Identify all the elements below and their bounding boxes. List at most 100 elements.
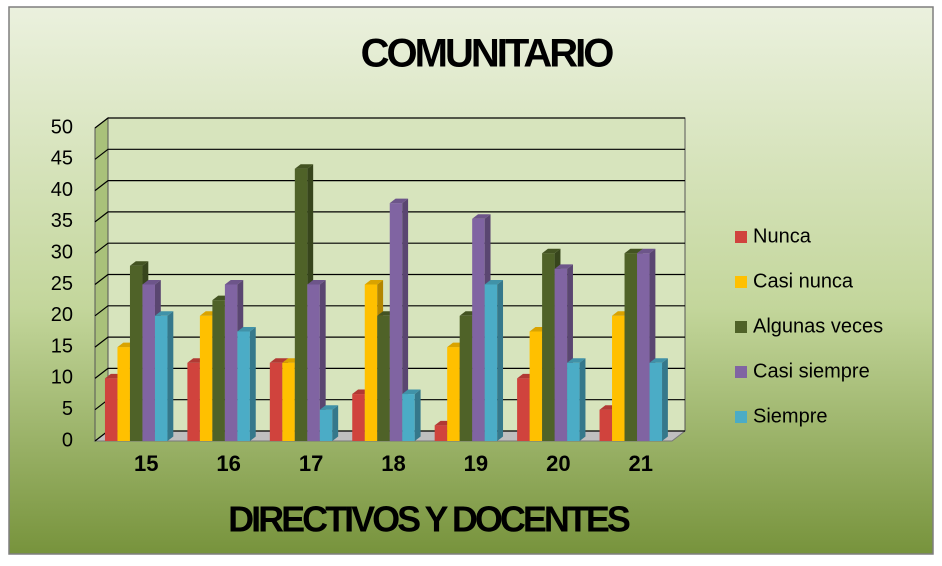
bar-front <box>104 378 118 441</box>
bar-front <box>472 218 485 441</box>
grid-line <box>94 242 685 254</box>
bar-top <box>637 248 656 254</box>
bar-front <box>187 362 200 441</box>
bar-side <box>497 280 504 441</box>
bar <box>154 311 174 441</box>
bar-front <box>142 284 155 441</box>
bar <box>307 280 326 441</box>
bar-front <box>554 268 568 441</box>
bar-front <box>352 394 365 441</box>
bar-front <box>649 362 663 441</box>
bar-top <box>649 358 668 363</box>
bar-top <box>237 326 256 332</box>
x-tick-label: 15 <box>134 451 158 476</box>
legend-label: Casi nunca <box>753 270 854 292</box>
legend-label: Nunca <box>753 225 812 247</box>
bar-front <box>542 253 555 441</box>
x-tick-label: 19 <box>464 451 488 476</box>
bar-front <box>237 331 250 441</box>
plot-area <box>93 116 687 443</box>
y-tick-label: 35 <box>51 210 73 232</box>
bar <box>484 280 504 441</box>
y-tick-label: 25 <box>51 273 73 295</box>
legend-label: Casi siempre <box>753 360 870 382</box>
y-tick-label: 10 <box>51 367 73 389</box>
bar-front <box>389 203 403 441</box>
bar-side <box>167 311 174 441</box>
bar <box>237 326 256 441</box>
bar-side <box>414 389 421 441</box>
bar-top <box>319 405 339 410</box>
bar-front <box>154 315 168 441</box>
x-axis-title: DIRECTIVOS Y DOCENTES <box>228 499 630 540</box>
bar-top <box>554 264 573 269</box>
chart-title: COMUNITARIO <box>361 32 614 76</box>
bar <box>389 198 409 441</box>
legend-swatch <box>735 411 747 423</box>
x-tick-label: 18 <box>381 451 405 476</box>
bar-front <box>459 315 473 441</box>
grid-line <box>94 273 685 285</box>
bar-front <box>599 409 613 441</box>
bar <box>649 358 668 441</box>
bar-top <box>129 261 149 266</box>
bar-top <box>484 280 504 285</box>
bar-top <box>402 389 421 395</box>
y-tick-label: 0 <box>62 429 73 451</box>
bar-front <box>612 315 625 441</box>
legend-swatch <box>735 276 747 288</box>
bar-side <box>332 405 339 441</box>
y-tick-label: 20 <box>51 304 73 326</box>
bar-front <box>484 284 498 441</box>
y-tick-label: 30 <box>51 241 73 263</box>
bar-front <box>117 347 130 441</box>
bar-top <box>224 280 244 285</box>
bar-front <box>307 284 320 441</box>
bar <box>319 405 339 441</box>
bar-front <box>637 253 650 441</box>
bar-front <box>447 347 460 441</box>
bar-side <box>402 198 409 441</box>
bar-front <box>282 362 295 441</box>
bar-top <box>542 248 561 254</box>
bar-front <box>624 253 638 441</box>
bar-side <box>249 326 256 441</box>
bar-front <box>529 331 543 441</box>
x-tick-label: 16 <box>216 451 240 476</box>
grid-line <box>94 211 685 223</box>
bar <box>567 358 586 441</box>
bar-front <box>402 394 415 441</box>
bar-top <box>624 248 643 254</box>
x-tick-label: 17 <box>299 451 323 476</box>
bar-top <box>567 358 586 363</box>
bar-top <box>389 198 409 204</box>
bar-top <box>364 280 384 285</box>
bar-front <box>129 265 143 441</box>
bar-side <box>579 358 586 441</box>
y-tick-label: 45 <box>51 148 73 170</box>
bar-front <box>224 284 238 441</box>
y-tick-label: 15 <box>51 335 73 357</box>
bar-top <box>142 280 161 285</box>
legend-swatch <box>735 321 747 333</box>
legend-label: Algunas veces <box>753 315 883 337</box>
legend-swatch <box>735 366 747 378</box>
bar-top <box>472 214 491 219</box>
bar-front <box>567 362 580 441</box>
bar-front <box>517 378 530 441</box>
bar-top <box>154 311 174 316</box>
bar-front <box>434 425 448 441</box>
grid-line <box>94 148 685 160</box>
y-tick-label: 40 <box>51 179 73 201</box>
grid-line <box>94 117 685 129</box>
y-tick-label: 50 <box>51 116 73 138</box>
bar-front <box>364 284 378 441</box>
legend-swatch <box>735 231 747 243</box>
y-tick-label: 5 <box>62 398 73 420</box>
bar-front <box>212 300 225 441</box>
legend-label: Siempre <box>753 405 827 427</box>
bar-side <box>662 358 668 441</box>
bar-front <box>269 362 283 441</box>
bar-front <box>294 168 308 441</box>
